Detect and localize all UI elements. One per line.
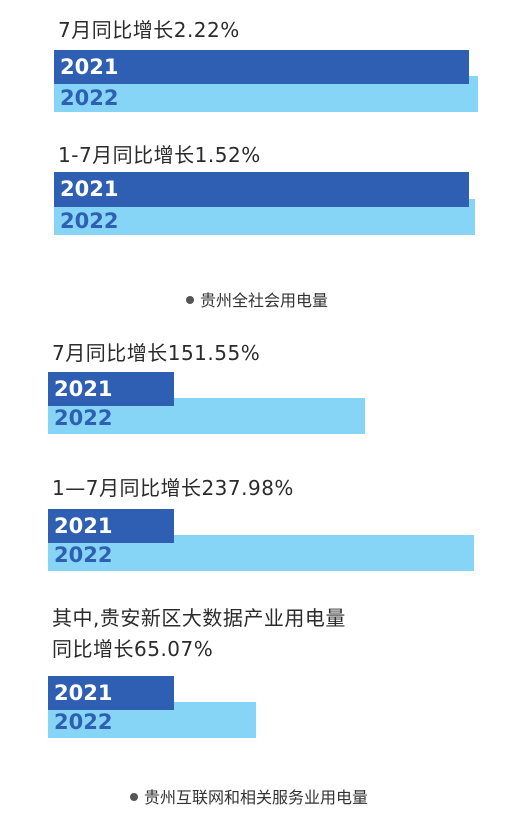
chart-3-bar-2021-label: 2021 <box>54 377 113 401</box>
chart-3-title: 7月同比增长151.55% <box>52 341 261 365</box>
bullet-dot-icon <box>130 792 138 801</box>
chart-1-bar-2021-label: 2021 <box>60 55 119 79</box>
caption-1: 贵州全社会用电量 <box>186 291 328 311</box>
chart-4-bar-2022-label: 2022 <box>54 543 113 567</box>
chart-1-bar-2022-label: 2022 <box>60 86 119 110</box>
caption-2-text: 贵州互联网和相关服务业用电量 <box>144 788 369 807</box>
chart-5-bar-2022-label: 2022 <box>54 710 113 734</box>
chart-5-title: 其中,贵安新区大数据产业用电量 <box>52 606 346 630</box>
chart-4-title: 1—7月同比增长237.98% <box>52 476 294 500</box>
bullet-dot-icon <box>186 295 194 304</box>
chart-3-bar-2021: 2021 <box>48 372 174 406</box>
chart-1-bar-2021: 2021 <box>54 50 469 84</box>
chart-5-bar-2021-label: 2021 <box>54 681 113 705</box>
caption-1-text: 贵州全社会用电量 <box>200 291 329 310</box>
chart-5-bar-2021: 2021 <box>48 676 174 710</box>
chart-2-title: 1-7月同比增长1.52% <box>58 143 261 167</box>
chart-1-title: 7月同比增长2.22% <box>58 18 240 42</box>
chart-4-bar-2021: 2021 <box>48 509 174 543</box>
chart-3-bar-2022-label: 2022 <box>54 406 113 430</box>
chart-2-bar-2022-label: 2022 <box>60 209 119 233</box>
chart-4-bar-2021-label: 2021 <box>54 514 113 538</box>
caption-2: 贵州互联网和相关服务业用电量 <box>130 788 368 808</box>
chart-5-subtitle: 同比增长65.07% <box>52 637 214 661</box>
chart-2-bar-2021-label: 2021 <box>60 177 119 201</box>
chart-2-bar-2021: 2021 <box>54 172 469 207</box>
